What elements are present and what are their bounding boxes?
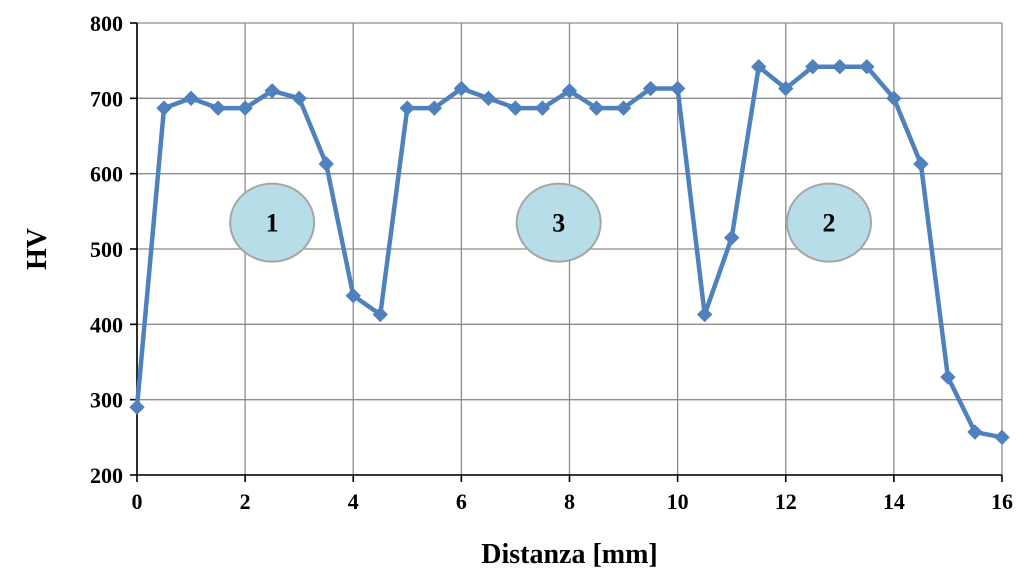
zone-label-1: 1	[266, 209, 279, 238]
data-point-29	[913, 156, 929, 172]
data-point-5	[264, 83, 280, 99]
data-point-19	[642, 80, 659, 97]
y-tick-label-200: 200	[90, 463, 123, 488]
zone-marker-3	[515, 182, 602, 263]
y-tick-label-500: 500	[90, 237, 123, 262]
y-tick-label-300: 300	[90, 388, 123, 413]
y-tick-label-800: 800	[90, 11, 123, 36]
y-axis-title: HV	[22, 228, 53, 270]
x-tick-label-14: 14	[883, 489, 905, 514]
data-point-25	[805, 58, 821, 75]
data-point-26	[832, 58, 848, 75]
data-point-9	[372, 306, 388, 323]
data-point-28	[886, 90, 902, 107]
data-point-21	[696, 306, 713, 323]
x-tick-label-8: 8	[564, 489, 575, 514]
data-point-24	[778, 80, 794, 97]
data-point-16	[561, 83, 578, 99]
y-tick-label-600: 600	[90, 162, 123, 187]
data-point-11	[426, 100, 443, 116]
zone-label-2: 2	[823, 209, 836, 238]
zone-annotations: 1 3 2	[229, 182, 872, 263]
data-point-31	[967, 424, 983, 440]
series-hv-markers	[129, 58, 1010, 446]
x-tick-label-4: 4	[348, 489, 359, 514]
data-point-18	[615, 100, 632, 116]
data-point-23	[751, 58, 767, 75]
data-point-32	[994, 429, 1010, 446]
data-point-27	[859, 58, 875, 75]
x-tick-label-2: 2	[240, 489, 251, 514]
x-tick-label-12: 12	[775, 489, 797, 514]
data-point-10	[399, 100, 416, 116]
data-point-0	[129, 399, 145, 415]
y-tick-label-400: 400	[90, 312, 123, 337]
x-tick-label-6: 6	[456, 489, 467, 514]
data-point-22	[723, 229, 740, 246]
x-tick-labels: 0 2 4 6 8 10 12 14 16	[132, 489, 1014, 514]
data-point-2	[183, 90, 199, 107]
x-tick-label-0: 0	[132, 489, 143, 514]
y-tick-label-700: 700	[90, 86, 123, 111]
data-point-20	[669, 80, 686, 97]
y-tick-labels: 200 300 400 500 600 700 800	[90, 11, 123, 488]
data-point-15	[534, 100, 551, 116]
data-point-7	[318, 156, 334, 172]
data-point-12	[453, 80, 470, 97]
data-point-8	[345, 287, 361, 304]
data-point-6	[291, 90, 307, 107]
zone-label-3: 3	[552, 209, 565, 238]
zone-marker-1	[229, 182, 316, 263]
data-point-14	[507, 100, 524, 116]
data-point-3	[210, 100, 226, 116]
zone-marker-2	[786, 182, 872, 263]
data-point-1	[156, 100, 172, 116]
data-point-4	[237, 100, 253, 116]
data-point-13	[480, 90, 497, 107]
data-point-30	[940, 369, 956, 385]
x-tick-label-16: 16	[991, 489, 1013, 514]
data-point-17	[588, 100, 605, 116]
x-axis-title: Distanza [mm]	[481, 539, 658, 570]
x-tick-label-10: 10	[667, 489, 689, 514]
